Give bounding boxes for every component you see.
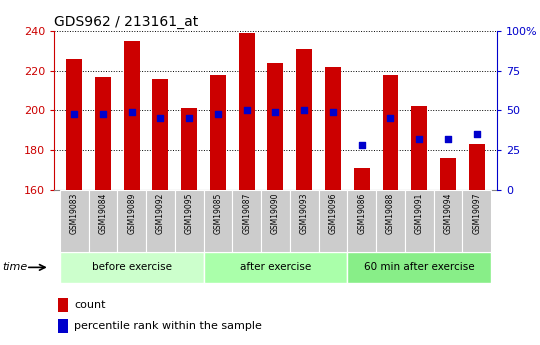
Bar [117, 190, 146, 252]
Bar [382, 75, 399, 190]
Bar [325, 67, 341, 190]
Point [357, 142, 366, 148]
Text: GSM19085: GSM19085 [213, 193, 222, 234]
Bar [60, 252, 204, 283]
Bar [376, 190, 405, 252]
Bar [58, 319, 68, 333]
Bar [204, 252, 347, 283]
Text: before exercise: before exercise [92, 263, 172, 272]
Bar [405, 190, 434, 252]
Bar [95, 77, 111, 190]
Text: GSM19095: GSM19095 [185, 193, 194, 234]
Point [99, 111, 107, 116]
Text: count: count [74, 300, 105, 310]
Text: GSM19084: GSM19084 [98, 193, 107, 234]
Bar [290, 190, 319, 252]
Text: GSM19097: GSM19097 [472, 193, 481, 234]
Text: time: time [3, 263, 28, 272]
Text: GSM19087: GSM19087 [242, 193, 251, 234]
Bar [60, 190, 89, 252]
Text: GSM19091: GSM19091 [415, 193, 424, 234]
Text: GSM19088: GSM19088 [386, 193, 395, 234]
Point [70, 111, 78, 116]
Bar [152, 79, 168, 190]
Point [156, 116, 165, 121]
Bar [124, 41, 139, 190]
Bar [319, 190, 347, 252]
Point [300, 108, 308, 113]
Point [443, 136, 452, 142]
Text: GSM19089: GSM19089 [127, 193, 136, 234]
Point [328, 109, 337, 115]
Bar [347, 190, 376, 252]
Bar [440, 158, 456, 190]
Bar [354, 168, 369, 190]
Bar [66, 59, 82, 190]
Point [185, 116, 193, 121]
Point [242, 108, 251, 113]
Bar [267, 63, 284, 190]
Bar [89, 190, 117, 252]
Point [415, 136, 423, 142]
Bar [347, 252, 491, 283]
Bar [469, 144, 484, 190]
Bar [175, 190, 204, 252]
Bar [411, 106, 427, 190]
Text: GSM19093: GSM19093 [300, 193, 309, 234]
Text: GSM19094: GSM19094 [443, 193, 453, 234]
Point [271, 109, 280, 115]
Text: GSM19090: GSM19090 [271, 193, 280, 234]
Text: GSM19096: GSM19096 [328, 193, 338, 234]
Bar [239, 33, 254, 190]
Bar [296, 49, 312, 190]
Point [472, 131, 481, 137]
Bar [210, 75, 226, 190]
Text: percentile rank within the sample: percentile rank within the sample [74, 321, 262, 331]
Point [386, 116, 395, 121]
Bar [434, 190, 462, 252]
Text: GSM19083: GSM19083 [70, 193, 79, 234]
Bar [58, 298, 68, 312]
Bar [146, 190, 175, 252]
Bar [181, 108, 197, 190]
Bar [232, 190, 261, 252]
Point [214, 111, 222, 116]
Bar [462, 190, 491, 252]
Text: after exercise: after exercise [240, 263, 311, 272]
Point [127, 109, 136, 115]
Text: 60 min after exercise: 60 min after exercise [364, 263, 475, 272]
Bar [204, 190, 232, 252]
Text: GSM19086: GSM19086 [357, 193, 366, 234]
Text: GSM19092: GSM19092 [156, 193, 165, 234]
Bar [261, 190, 290, 252]
Text: GDS962 / 213161_at: GDS962 / 213161_at [54, 14, 198, 29]
